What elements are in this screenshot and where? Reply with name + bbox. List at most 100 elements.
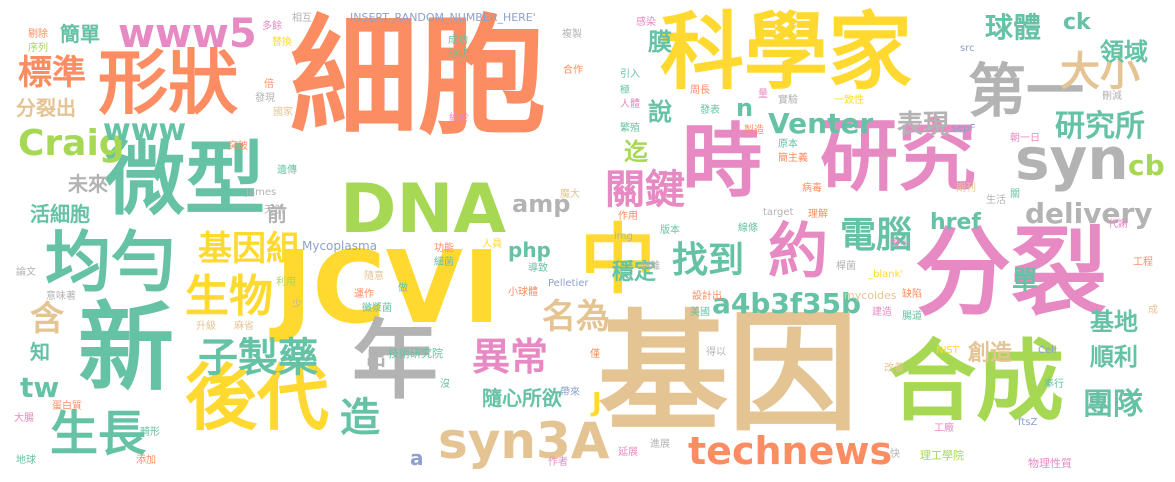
word: 做 (398, 283, 408, 294)
word: 生物 (185, 271, 273, 322)
word: 帶來 (560, 387, 580, 398)
word: cb (1128, 149, 1165, 182)
word: 球體 (985, 11, 1042, 44)
word: www5 (118, 11, 257, 57)
word: 感染 (636, 17, 656, 28)
word: 快 (890, 449, 900, 460)
word: 製造 (744, 125, 764, 136)
word: 前 (267, 202, 287, 226)
word: 理工學院 (920, 449, 964, 462)
word: 團隊 (1083, 387, 1143, 422)
word: 進展 (650, 439, 670, 450)
word: DNA (340, 170, 506, 249)
word: 微小 (890, 239, 910, 250)
word: 基因 (598, 297, 859, 449)
word: 桿菌 (836, 261, 856, 272)
word: Cell (1038, 345, 1057, 356)
word: 倍 (264, 79, 274, 90)
word: 成功 (448, 35, 468, 46)
word: 表現 (897, 110, 950, 140)
word: 量 (758, 89, 768, 100)
word: 版本 (660, 225, 680, 236)
word: 大小 (1060, 49, 1140, 95)
word: 延展 (618, 447, 638, 458)
word: tw (20, 371, 60, 404)
word: 絲狀 (448, 49, 468, 60)
word: mycoides (844, 289, 897, 302)
word: 期刊 (956, 183, 976, 194)
word: Craig (18, 123, 125, 164)
word: _blank' (868, 269, 904, 280)
word: 順利 (1090, 343, 1138, 371)
word: amp (512, 190, 571, 218)
word: 改變 (372, 23, 392, 34)
word: 研究 (820, 112, 977, 202)
word: 終於 (449, 113, 469, 124)
word: 活細胞 (30, 202, 90, 226)
word: 年 (352, 311, 438, 411)
word: 代謝 (1108, 219, 1128, 230)
word: INSERT_RANDOM_NUMBER_HERE' (350, 11, 536, 24)
word: 含 (30, 299, 64, 339)
word: 添加 (136, 455, 156, 466)
word: 改善 (884, 363, 904, 374)
word: 未來 (68, 172, 108, 196)
word: 名為 (542, 297, 610, 337)
word: 分裂出 (16, 96, 76, 120)
word: 作用 (618, 211, 638, 222)
word: 分裂 (915, 217, 1107, 329)
word: ck (1063, 10, 1091, 35)
word: 簡主義 (778, 153, 808, 164)
word: 穩定 (612, 260, 657, 285)
word: 升級 (196, 321, 216, 332)
word: 麻省 (234, 321, 254, 332)
word: src (960, 43, 975, 54)
word: 合成 (888, 330, 1065, 433)
word: 合作 (563, 65, 583, 76)
word: 序列 (28, 43, 48, 54)
word: 國家 (273, 107, 293, 118)
word: 作者 (548, 457, 568, 468)
word: Mycoplasma (302, 239, 377, 253)
word: ftsZ (1018, 417, 1038, 428)
word: 科學家 (660, 3, 913, 101)
word: 第一 (968, 57, 1085, 125)
word: 複製 (562, 29, 582, 40)
word: 少 (292, 299, 302, 310)
word: 運作 (354, 289, 374, 300)
word: 原本 (778, 139, 798, 150)
word: 朝一日 (1010, 133, 1040, 144)
word: 引入 (620, 69, 640, 80)
word: 天然 (264, 205, 284, 216)
word: 腸道 (902, 311, 922, 322)
word: 美國 (690, 307, 710, 318)
word: 意味著 (46, 291, 76, 302)
word: 導致 (528, 263, 548, 274)
word: 基地 (1090, 308, 1138, 336)
word: sepF (952, 123, 976, 134)
word: 建造 (872, 307, 892, 318)
word: 找到 (672, 240, 745, 281)
word: 微型 (105, 133, 265, 226)
word: 剔除 (28, 29, 48, 40)
word: 缺陷 (902, 289, 922, 300)
word: 關鍵 (605, 167, 685, 213)
word: 實驗 (778, 95, 798, 106)
word: 線條 (738, 223, 758, 234)
word: 發表 (700, 105, 720, 116)
word: 理解 (808, 209, 828, 220)
word: syn (1015, 125, 1129, 193)
word: img (614, 231, 633, 242)
word: 基因組 (198, 229, 300, 269)
word: 新 (78, 292, 174, 404)
word: 異常 (472, 335, 549, 379)
word: 工廠 (934, 423, 954, 434)
word: href (930, 210, 982, 235)
word: JCVI (275, 229, 501, 346)
word: 隨意 (364, 271, 384, 282)
word: 子製藥 (198, 335, 318, 381)
word: 遺傳 (277, 165, 297, 176)
word: 必 (880, 151, 890, 162)
word: target (763, 207, 794, 218)
word: php (508, 238, 551, 262)
